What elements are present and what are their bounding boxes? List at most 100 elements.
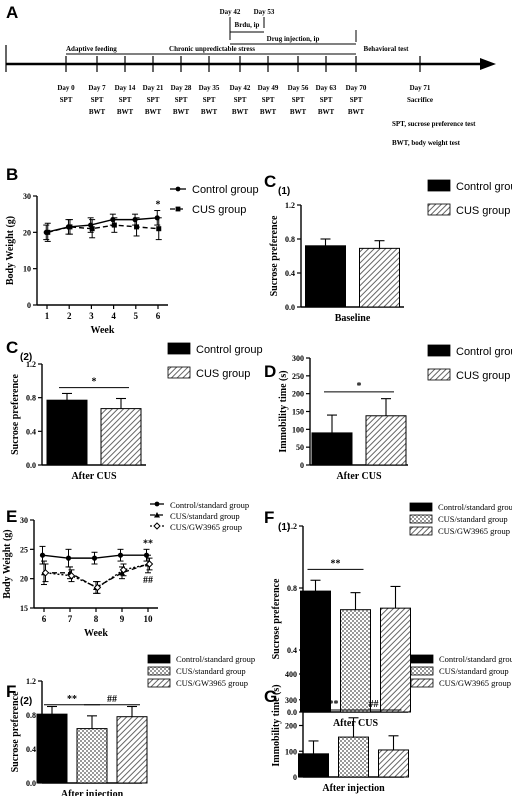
legend-swatch	[409, 526, 433, 536]
behavioral-test-label: Behavioral test	[364, 45, 410, 53]
legend-entry: CUS/standard group	[176, 666, 246, 676]
y-tick-label: 0.4	[287, 646, 297, 655]
legend-swatch	[147, 666, 171, 676]
test-label: BWT	[348, 108, 365, 116]
y-tick-label: 1.2	[287, 522, 297, 531]
data-point	[89, 226, 95, 232]
test-label: BWT	[117, 108, 134, 116]
day-label: Day 0	[57, 84, 75, 92]
y-axis-label: Body Weight (g)	[2, 529, 13, 598]
panel-label: D	[264, 362, 276, 381]
legend-swatch	[409, 514, 433, 524]
series-line	[47, 224, 159, 234]
legend-entry: CUS/GW3965 group	[176, 678, 248, 688]
y-tick-label: 0.4	[26, 427, 36, 436]
y-axis-label: Sucrose preference	[271, 578, 282, 659]
y-tick-label: 0	[300, 461, 304, 470]
y-tick-label: 25	[20, 545, 28, 554]
day-label: Day 14	[115, 84, 136, 92]
y-tick-label: 250	[292, 372, 304, 381]
test-label: SPT	[320, 96, 333, 104]
data-point	[39, 552, 46, 558]
test-label: BWT	[201, 108, 218, 116]
y-tick-label: 0.8	[285, 235, 295, 244]
y-tick-label: 30	[23, 192, 31, 201]
bar	[340, 609, 371, 713]
test-label: BWT	[89, 108, 106, 116]
y-tick-label: 200	[292, 390, 304, 399]
data-point	[117, 552, 124, 558]
legend-swatch	[410, 654, 434, 664]
y-axis-label: Immobility time (s)	[271, 684, 282, 766]
y-tick-label: 0	[293, 773, 297, 782]
chart-f2: F (2) 0.0 0.4 0.8 1.2 Sucrose preference Contro…	[6, 654, 255, 796]
test-label: SPT	[175, 96, 188, 104]
y-axis-label: Sucrose preference	[269, 215, 280, 296]
x-tick-label: 1	[45, 311, 50, 321]
test-label: BWT	[260, 108, 277, 116]
day-label: Day 56	[288, 84, 309, 92]
data-point	[156, 226, 162, 232]
y-tick-label: 0.0	[285, 303, 295, 312]
data-point	[41, 569, 50, 577]
panel-label: G	[264, 687, 277, 706]
y-tick-label: 1.2	[26, 360, 36, 369]
legend-entry: CUS/GW3965 group	[439, 678, 511, 688]
y-tick-label: 150	[292, 408, 304, 417]
x-axis-label: Week	[91, 325, 115, 336]
significance-marker: ##	[143, 575, 153, 586]
y-tick-label: 300	[292, 354, 304, 363]
day-label: Day 35	[199, 84, 220, 92]
test-label: BWT	[173, 108, 190, 116]
y-tick-label: 200	[285, 722, 297, 731]
test-label: SPT	[60, 96, 73, 104]
test-label: BWT	[145, 108, 162, 116]
test-label: SPT	[91, 96, 104, 104]
legend-swatch	[427, 344, 451, 357]
day-71-label: Day 71	[410, 84, 431, 92]
legend-swatch	[410, 678, 434, 688]
legend-swatch	[410, 666, 434, 676]
y-tick-label: 0.0	[287, 708, 297, 717]
bar	[378, 749, 409, 778]
panel-sublabel: (2)	[20, 696, 32, 707]
legend-swatch	[147, 678, 171, 688]
adaptive-feeding-label: Adaptive feeding	[66, 45, 117, 53]
x-tick-label: 10	[144, 614, 154, 624]
y-tick-label: 0	[27, 301, 31, 310]
y-tick-label: 0.4	[285, 269, 295, 278]
significance-marker: **	[143, 538, 153, 549]
data-point	[67, 572, 76, 580]
x-axis-label: After injection	[322, 783, 385, 794]
y-tick-label: 1.2	[26, 677, 36, 686]
test-label: SPT	[292, 96, 305, 104]
panel-label: C	[264, 172, 276, 191]
x-axis-label: After injection	[61, 789, 124, 796]
test-label: SPT	[147, 96, 160, 104]
bar	[338, 736, 369, 778]
legend-entry: CUS/standard group	[438, 514, 508, 524]
legend-entry: CUS/standard group	[170, 511, 240, 521]
brdu-label: Brdu, ip	[235, 21, 260, 29]
bar	[305, 245, 346, 308]
panel-label: F	[264, 508, 274, 527]
legend-swatch	[427, 179, 451, 192]
bwt-note: BWT, body weight test	[392, 139, 461, 147]
bar	[365, 415, 407, 466]
y-tick-label: 20	[23, 228, 31, 237]
x-axis-label: Week	[84, 628, 108, 639]
x-axis-label: After CUS	[333, 718, 379, 729]
timeline-top-day: Day 53	[254, 8, 275, 16]
panel-sublabel: (1)	[278, 522, 290, 533]
legend-entry: CUS group	[456, 205, 510, 217]
x-tick-label: 6	[156, 311, 161, 321]
x-tick-label: 7	[68, 614, 73, 624]
data-point	[91, 555, 98, 561]
legend-entry: Control/standard group	[170, 500, 249, 510]
data-point	[93, 583, 102, 592]
bar	[300, 590, 331, 713]
y-tick-label: 0.4	[26, 745, 36, 754]
legend-entry: CUS group	[196, 368, 250, 380]
day-label: Day 28	[171, 84, 192, 92]
